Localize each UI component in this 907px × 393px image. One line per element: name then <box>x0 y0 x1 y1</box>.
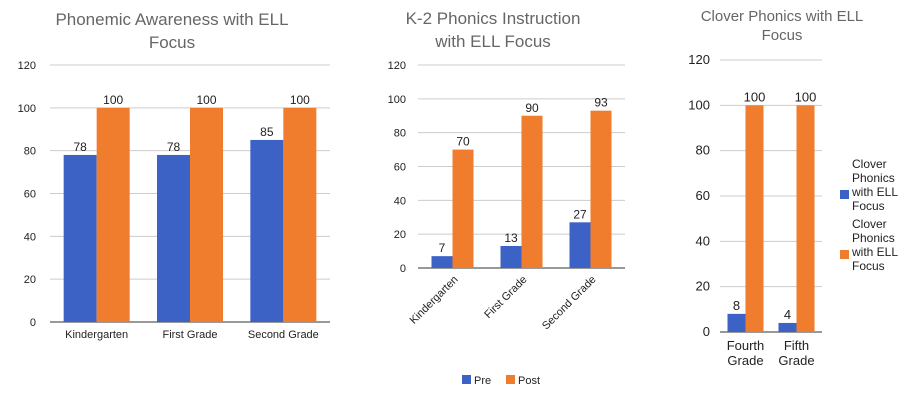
post-bar <box>283 107 317 322</box>
post-value-label: 100 <box>290 93 310 107</box>
legend-swatch-post <box>506 375 515 384</box>
post-value-label: 70 <box>456 135 470 149</box>
legend-label-line: Focus <box>852 199 885 213</box>
post-value-label: 90 <box>525 101 539 115</box>
x-category-label: Kindergarten <box>408 274 461 327</box>
y-tick-label: 40 <box>696 233 710 248</box>
y-tick-label: 100 <box>388 94 406 106</box>
y-tick-label: 100 <box>688 97 710 112</box>
y-tick-label: 120 <box>388 60 406 72</box>
chart-title-line: Focus <box>762 27 803 44</box>
x-category-label: Second Grade <box>248 329 319 341</box>
legend-label-line: with ELL <box>851 185 898 199</box>
post-bar <box>190 107 223 322</box>
pre-bar <box>63 154 97 322</box>
chart-title-line: K-2 Phonics Instruction <box>406 9 581 28</box>
y-tick-label: 20 <box>24 274 36 286</box>
x-category-label-line: Fifth <box>784 338 809 353</box>
post-bar <box>590 110 612 268</box>
y-tick-label: 60 <box>696 188 710 203</box>
pre-value-label: 78 <box>73 140 87 154</box>
y-tick-label: 60 <box>24 189 36 201</box>
legend-label-line: Clover <box>852 157 887 171</box>
chart-title-line: with ELL Focus <box>434 32 551 51</box>
post-value-label: 100 <box>744 89 766 104</box>
y-tick-label: 120 <box>688 52 710 67</box>
pre-value-label: 13 <box>504 231 518 245</box>
y-tick-label: 20 <box>394 229 406 241</box>
legend-label-line: Phonics <box>852 171 895 185</box>
y-tick-label: 60 <box>394 162 406 174</box>
x-category-label: First Grade <box>162 329 217 341</box>
y-tick-label: 0 <box>400 263 406 275</box>
legend-label-post: Post <box>518 375 540 387</box>
chart-title-line: Focus <box>149 33 195 52</box>
post-value-label: 93 <box>594 96 608 110</box>
pre-bar <box>778 322 797 332</box>
legend-label-line: Clover <box>852 217 887 231</box>
pre-bar <box>569 222 591 268</box>
post-value-label: 100 <box>795 89 817 104</box>
pre-value-label: 27 <box>573 207 587 221</box>
x-category-label-line: Fourth <box>727 338 765 353</box>
x-category-label: First Grade <box>482 274 529 321</box>
chart-title-line: Clover Phonics with ELL <box>701 8 864 25</box>
y-tick-label: 80 <box>696 143 710 158</box>
y-tick-label: 80 <box>394 128 406 140</box>
pre-bar <box>727 313 746 332</box>
y-tick-label: 40 <box>394 195 406 207</box>
y-tick-label: 120 <box>18 60 36 72</box>
post-bar <box>521 115 543 268</box>
x-category-label: Kindergarten <box>65 329 128 341</box>
chart-title-line: Phonemic Awareness with ELL <box>55 10 288 29</box>
post-bar <box>96 107 130 322</box>
legend-label-line: Phonics <box>852 231 895 245</box>
legend-swatch-pre <box>840 190 849 199</box>
x-category-label-line: Grade <box>778 353 814 368</box>
y-tick-label: 0 <box>30 317 36 329</box>
post-value-label: 100 <box>103 93 123 107</box>
pre-value-label: 4 <box>784 307 791 322</box>
y-tick-label: 40 <box>24 231 36 243</box>
legend-swatch-post <box>840 250 849 259</box>
pre-value-label: 8 <box>733 298 740 313</box>
y-tick-label: 100 <box>18 103 36 115</box>
pre-value-label: 78 <box>167 140 181 154</box>
pre-bar <box>250 139 284 322</box>
legend-swatch-pre <box>462 375 471 384</box>
pre-bar <box>431 256 453 268</box>
post-bar <box>452 149 474 268</box>
pre-value-label: 85 <box>260 125 274 139</box>
legend-label-pre: Pre <box>474 375 491 387</box>
pre-bar <box>500 246 522 268</box>
y-tick-label: 20 <box>696 279 710 294</box>
post-bar <box>745 105 764 332</box>
y-tick-label: 0 <box>703 324 710 339</box>
x-category-label: Second Grade <box>540 274 599 333</box>
legend-label-line: Focus <box>852 259 885 273</box>
legend-label-line: with ELL <box>851 245 898 259</box>
post-value-label: 100 <box>196 93 216 107</box>
y-tick-label: 80 <box>24 146 36 158</box>
post-bar <box>796 105 815 332</box>
pre-bar <box>157 154 190 322</box>
pre-value-label: 7 <box>439 241 446 255</box>
x-category-label-line: Grade <box>727 353 763 368</box>
